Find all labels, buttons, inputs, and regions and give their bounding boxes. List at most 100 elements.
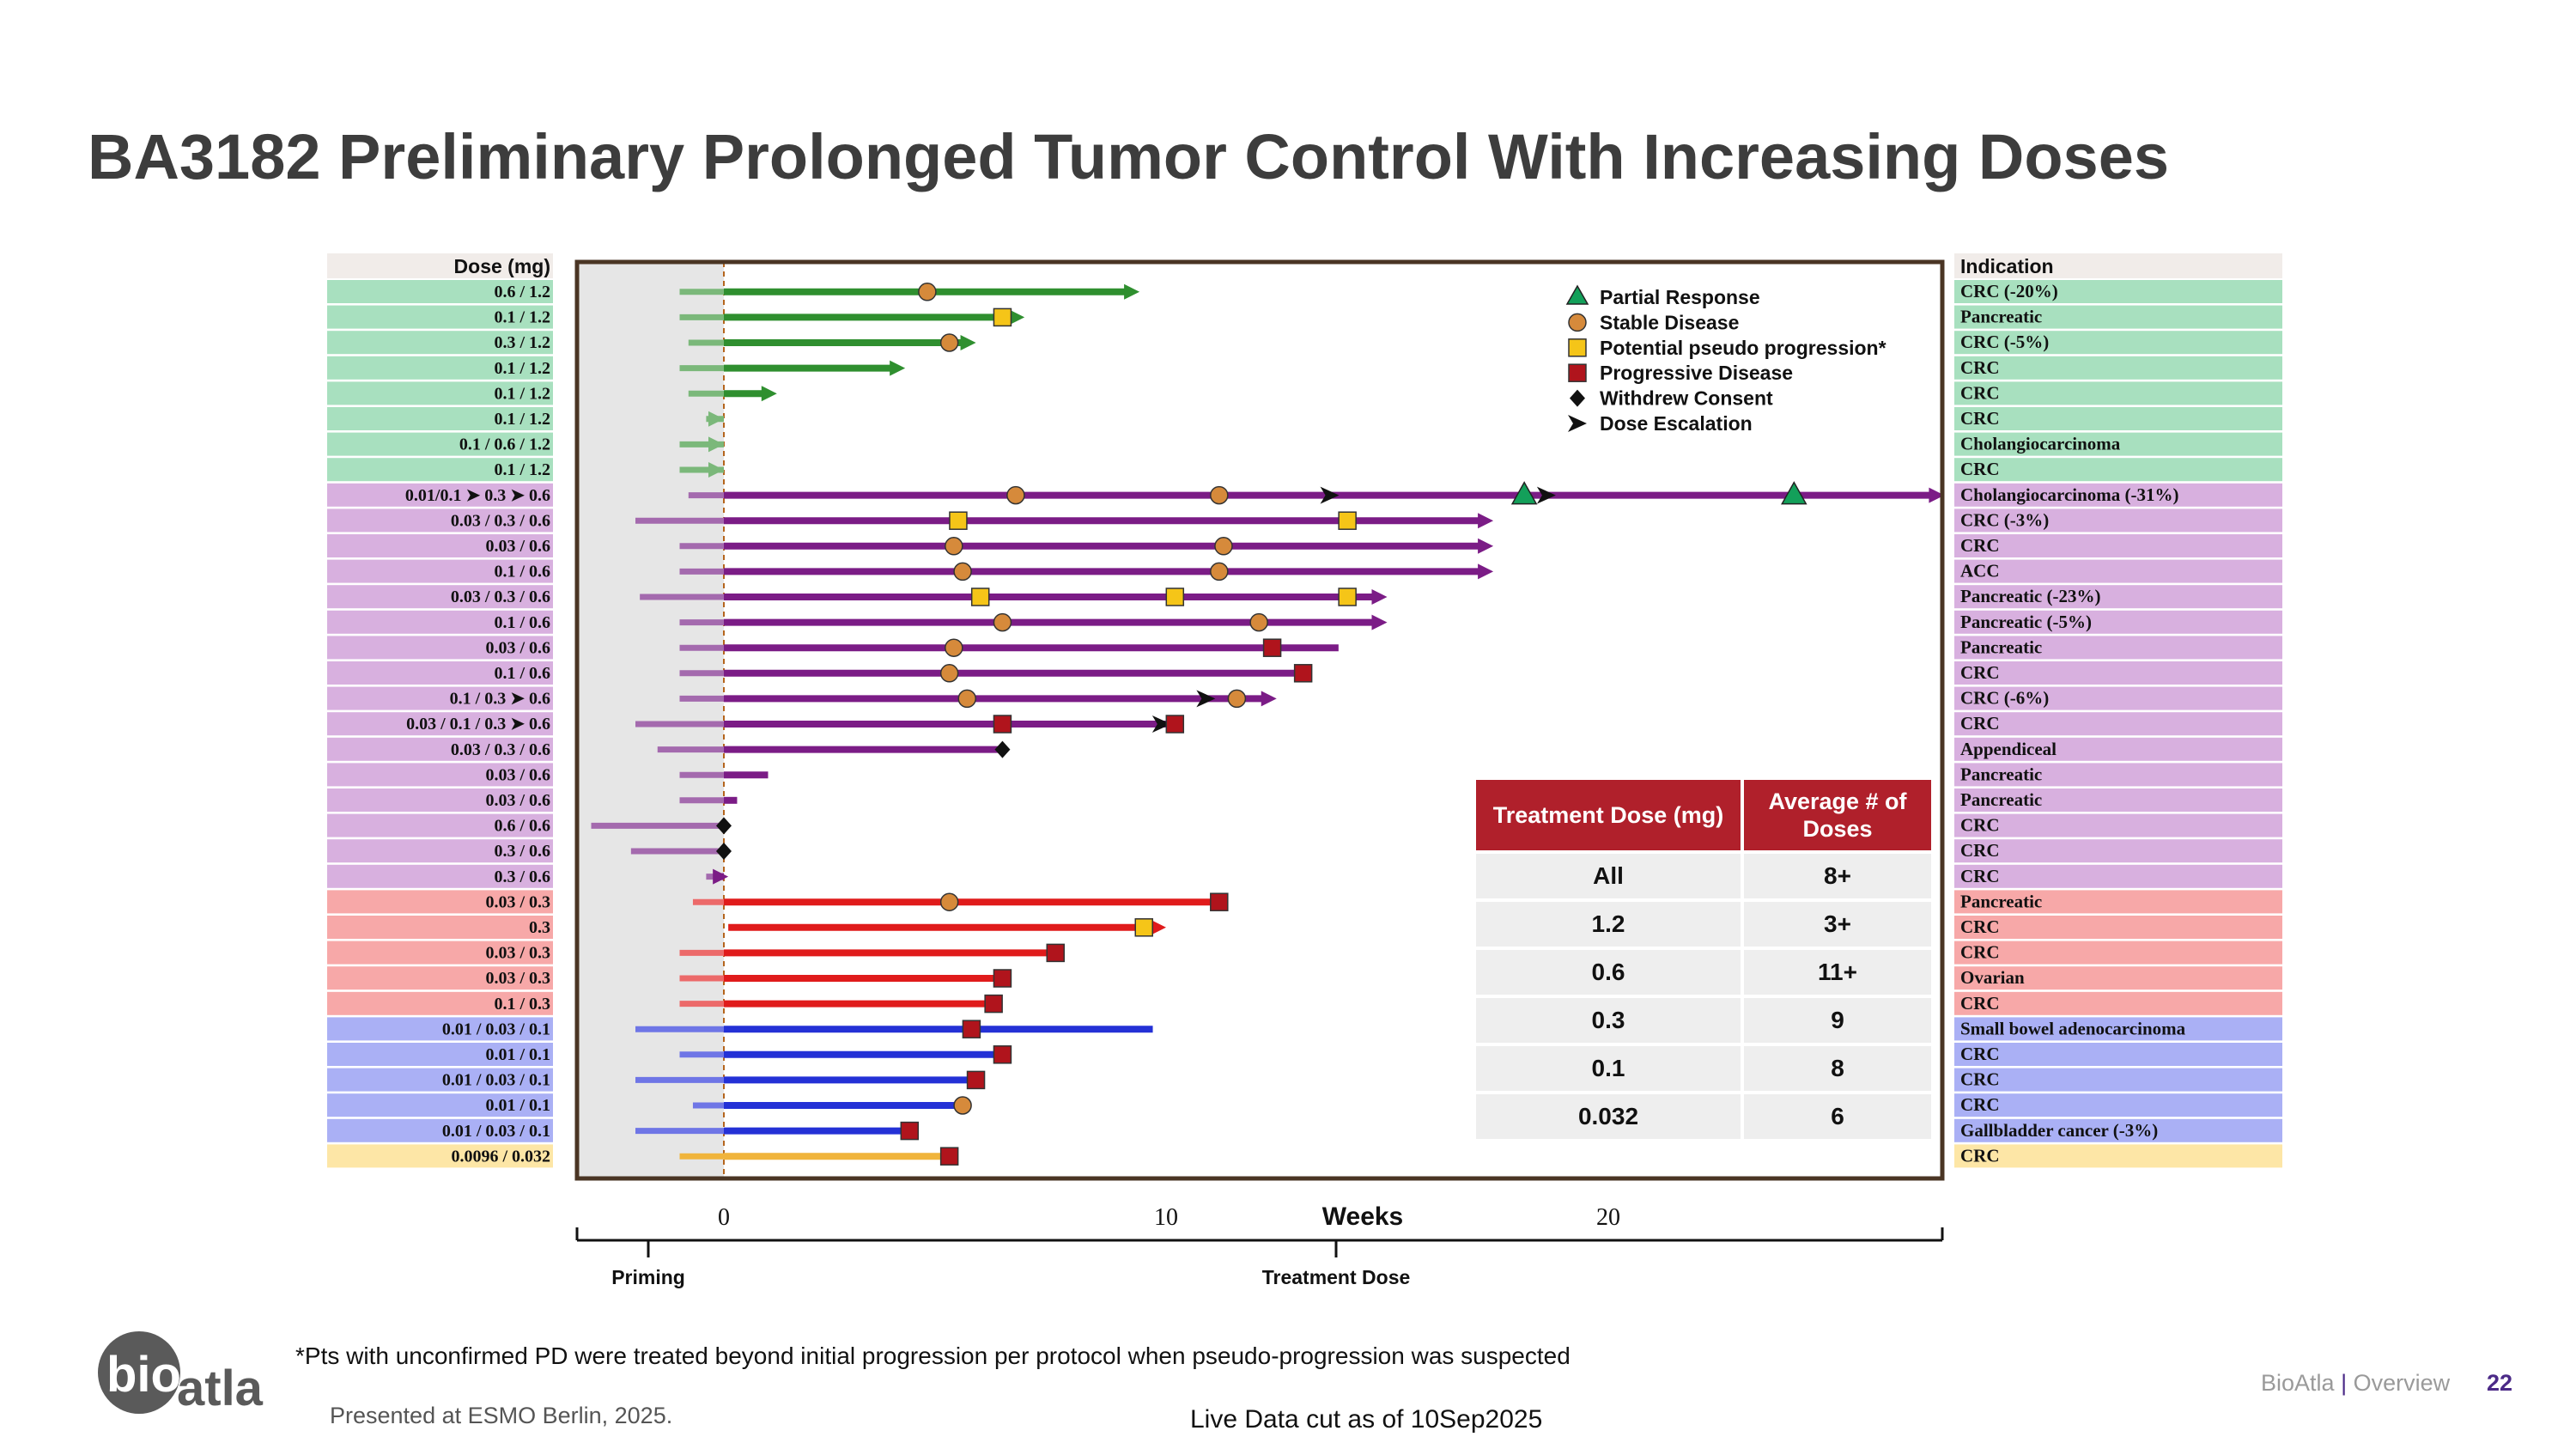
dose-label: 0.03 / 0.6 [485,765,550,784]
dose-row-bg [327,305,553,329]
pseudo-progression-marker [949,511,968,530]
table-row: All 8+ [1476,854,1931,898]
legend-label: Dose Escalation [1600,412,1753,435]
indication-row-bg [1954,534,2282,557]
pseudo-progression-legend-marker [1568,338,1587,357]
partial-response-legend-marker [1565,284,1589,305]
dose-label: 0.03 / 0.6 [485,638,550,657]
progressive-disease-marker [993,715,1012,734]
dose-row-bg [327,661,553,685]
dose-row-bg [327,864,553,888]
page-title: BA3182 Preliminary Prolonged Tumor Contr… [88,121,2170,192]
brand-separator: | [2341,1370,2348,1396]
dose-row-bg [327,559,553,583]
indication-label: CRC (-6%) [1960,688,2049,709]
legend-label: Potential pseudo progression* [1600,337,1886,359]
presented-note: Presented at ESMO Berlin, 2025. [330,1403,673,1428]
brand-name: BioAtla [2261,1370,2335,1396]
indication-row-bg [1954,559,2282,583]
indication-row-bg [1954,788,2282,812]
dose-row-bg [327,1043,553,1066]
brand-section: Overview [2353,1370,2451,1396]
dose-row-bg [327,839,553,863]
indication-label: Ovarian [1960,967,2025,988]
table-cell: 9 [1744,998,1931,1043]
progressive-disease-marker [984,994,1003,1014]
indication-row-bg [1954,737,2282,761]
dose-escalation-marker [1320,486,1340,504]
ongoing-arrow [1478,538,1494,554]
indication-row-bg [1954,916,2282,939]
withdrew-consent-marker [716,843,732,860]
indication-row-bg [1954,712,2282,736]
indication-label: CRC [1960,662,2000,683]
stable-disease-legend-marker [1568,313,1587,332]
dose-row-bg [327,966,553,990]
indication-row-bg [1954,991,2282,1015]
table-cell: 8 [1744,1046,1931,1091]
dose-label: 0.01 / 0.03 / 0.1 [442,1122,550,1141]
dose-label: 0.3 / 0.6 [494,868,550,886]
response-percent: (-5%) [2000,332,2050,352]
table-header-dose: Treatment Dose (mg) [1476,780,1741,850]
table-header-row: Treatment Dose (mg) Average # of Doses [1476,780,1931,850]
dose-row-bg [327,610,553,634]
indication-row-bg [1954,356,2282,380]
indication-row-bg [1954,813,2282,837]
dose-label: 0.1 / 0.6 [494,563,550,581]
progressive-disease-marker [900,1121,920,1141]
stable-disease-marker [1210,562,1229,581]
indication-label: Cholangiocarcinoma [1960,434,2121,454]
table-header-avg-doses: Average # of Doses [1744,780,1931,850]
logo-text-atla: atla [177,1361,264,1416]
indication-label: Small bowel adenocarcinoma [1960,1018,2186,1038]
dose-row-bg [327,407,553,430]
pseudo-progression-marker [993,307,1012,327]
indication-row-bg [1954,890,2282,914]
indication-label: Pancreatic [1960,891,2042,911]
progressive-disease-marker [1046,943,1065,963]
stable-disease-marker [939,664,959,683]
table-cell: 11+ [1744,950,1931,995]
dose-label: 0.0096 / 0.032 [451,1147,550,1166]
dose-row-bg [327,483,553,507]
dose-label: 0.3 [529,918,550,937]
progressive-disease-marker [966,1070,986,1090]
dose-row-bg [327,1144,553,1168]
ongoing-arrow [1371,589,1388,605]
indication-row-bg [1954,636,2282,660]
stable-disease-marker [939,892,959,911]
partial-response-marker [1510,481,1538,505]
progressive-disease-marker [1210,892,1229,911]
dose-label: 0.01 / 0.03 / 0.1 [442,1071,550,1090]
indication-label: CRC [1960,535,2000,556]
indication-label: CRC (-20%) [1960,281,2058,301]
stable-disease-marker [945,638,963,657]
dose-label: 0.1 / 1.2 [494,384,550,403]
pseudo-progression-marker [1338,588,1357,606]
ongoing-arrow [1151,919,1166,935]
dose-label: 0.03 / 0.3 [485,892,550,911]
progressive-disease-marker [939,1147,959,1166]
table-cell: 3+ [1744,902,1931,947]
dose-row-bg [327,890,553,914]
ongoing-arrow [890,360,906,376]
dose-label: 0.03 / 0.6 [485,537,550,556]
dose-row-bg [327,991,553,1015]
stable-disease-marker [1006,485,1025,505]
dose-label: 0.01 / 0.03 / 0.1 [442,1020,550,1038]
dose-label: 0.03 / 0.3 [485,969,550,988]
x-tick-label: 20 [1596,1204,1620,1231]
indication-label: CRC [1960,357,2000,378]
indication-label: CRC [1960,1094,2000,1115]
indication-label: CRC [1960,993,2000,1014]
table-cell: 0.3 [1476,998,1741,1043]
ongoing-arrow [708,436,724,453]
dose-escalation-marker [1536,486,1556,504]
progressive-disease-marker [1293,664,1313,683]
dose-label: 0.1 / 1.2 [494,460,550,479]
dose-row-bg [327,508,553,533]
stable-disease-marker [1210,485,1229,505]
dose-label: 0.03 / 0.3 / 0.6 [451,511,550,530]
pseudo-progression-marker [1338,511,1357,530]
